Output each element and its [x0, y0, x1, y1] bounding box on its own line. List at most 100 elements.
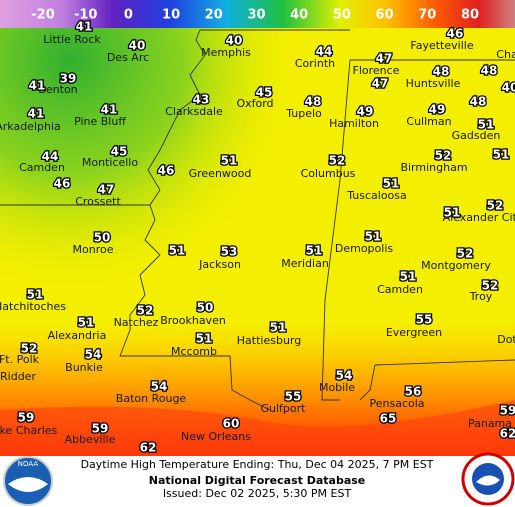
city-label: Montgomery	[421, 259, 491, 272]
temperature-label: 52	[435, 149, 452, 163]
city-label: Hattiesburg	[237, 334, 301, 347]
nws-map	[476, 475, 500, 486]
temperature-label: 51	[78, 316, 95, 330]
temperature-label: 65	[380, 412, 397, 426]
temperature-label: 40	[129, 39, 146, 53]
temperature-label: 55	[416, 313, 433, 327]
temperature-label: 51	[478, 118, 495, 132]
temperature-label: 44	[42, 150, 59, 164]
temperature-label: 60	[223, 417, 240, 431]
temperature-label: 48	[433, 65, 450, 79]
temperature-label: 54	[151, 380, 168, 394]
footer-issued: Issued: Dec 02 2025, 5:30 PM EST	[163, 487, 352, 500]
city-label: Evergreen	[386, 326, 442, 339]
temperature-label: 51	[270, 321, 287, 335]
footer-title: Daytime High Temperature Ending: Thu, De…	[81, 458, 434, 471]
temperature-label: 39	[60, 72, 77, 86]
temperature-label: 52	[487, 199, 504, 213]
city-label: Meridian	[281, 257, 329, 270]
city-label: Natchez	[114, 316, 159, 329]
temperature-label: 51	[444, 206, 461, 220]
city-label: Lake Charles	[0, 424, 58, 437]
temperature-label: 50	[94, 231, 111, 245]
temperature-label: 52	[482, 279, 499, 293]
city-label: Camden	[19, 161, 65, 174]
noaa-text: NOAA	[18, 460, 39, 468]
city-label: Pine Bluff	[74, 115, 126, 128]
city-label: Panama	[468, 417, 512, 430]
legend-tick: 10	[162, 8, 180, 23]
temperature-label: 43	[193, 93, 210, 107]
city-label: Natchitoches	[0, 300, 66, 313]
temperature-label: 46	[158, 164, 175, 178]
city-label: Memphis	[201, 46, 251, 59]
temperature-label: 52	[137, 304, 154, 318]
temperature-label: 40	[502, 81, 515, 95]
city-label: Demopolis	[335, 242, 394, 255]
city-label: Des Arc	[107, 51, 149, 64]
city-label: Jackson	[198, 258, 241, 271]
noaa-bird	[8, 477, 48, 492]
temperature-label: 55	[285, 390, 302, 404]
city-label: Gadsden	[452, 129, 501, 142]
city-label: Oxford	[236, 97, 273, 110]
city-label: Monticello	[82, 156, 138, 169]
temperature-label: 41	[29, 79, 46, 93]
temperature-label: 41	[101, 103, 118, 117]
city-label: Tupelo	[285, 107, 322, 120]
temperature-label: 48	[481, 64, 498, 78]
city-label: Monroe	[73, 243, 114, 256]
city-label: Pensacola	[369, 397, 424, 410]
temperature-label: 48	[470, 95, 487, 109]
temperature-label: 51	[365, 230, 382, 244]
city-label: Benton	[38, 83, 77, 96]
gulf	[0, 400, 515, 456]
city-label: Mobile	[319, 381, 355, 394]
temperature-label: 41	[28, 107, 45, 121]
city-label: Mccomb	[171, 345, 217, 358]
temperature-label: 51	[27, 288, 44, 302]
temperature-label: 49	[429, 103, 446, 117]
temperature-label: 62	[140, 441, 157, 455]
city-label: Alexander City	[443, 211, 515, 224]
city-label: Cha	[496, 48, 515, 61]
temperature-label: 51	[400, 270, 417, 284]
temperature-label: 44	[316, 45, 333, 59]
city-label: Ridder	[0, 370, 36, 383]
legend-tick: 60	[376, 8, 394, 23]
temperature-label: 41	[76, 20, 93, 34]
temperature-label: 46	[54, 177, 71, 191]
temperature-label: 56	[405, 385, 422, 399]
logos: NOAA	[3, 452, 515, 506]
city-label: Ft. Polk	[0, 353, 40, 366]
borders	[0, 29, 515, 411]
temperature-label: 53	[221, 245, 238, 259]
legend-tick: 0	[124, 8, 133, 23]
temperature-label: 51	[493, 148, 510, 162]
city-label: Brookhaven	[160, 314, 226, 327]
temperature-label: 59	[18, 411, 35, 425]
temperature-label: 47	[372, 77, 389, 91]
city-label: Crossett	[75, 195, 121, 208]
temperature-label: 52	[329, 154, 346, 168]
temperature-label: 62	[500, 427, 515, 441]
temperature-label: 46	[447, 27, 464, 41]
legend-tick: -20	[31, 8, 55, 23]
temperature-label: 51	[306, 244, 323, 258]
city-label: Cullman	[406, 115, 451, 128]
city-label: Fayetteville	[410, 39, 473, 52]
city-label: Greenwood	[189, 167, 252, 180]
city-label: Hamilton	[329, 117, 379, 130]
city-label: Tuscaloosa	[346, 189, 407, 202]
city-label: Abbeville	[65, 433, 116, 446]
city-label: Gulfport	[261, 402, 307, 415]
temperature-label: 49	[357, 105, 374, 119]
legend-tick: -10	[74, 8, 98, 23]
legend-tick: 40	[290, 8, 308, 23]
footer-source: National Digital Forecast Database	[149, 474, 366, 487]
city-label: Troy	[469, 290, 493, 303]
city-label: Arkadelphia	[0, 120, 61, 133]
temperature-label: 48	[305, 95, 322, 109]
temperature-label: 59	[92, 422, 109, 436]
